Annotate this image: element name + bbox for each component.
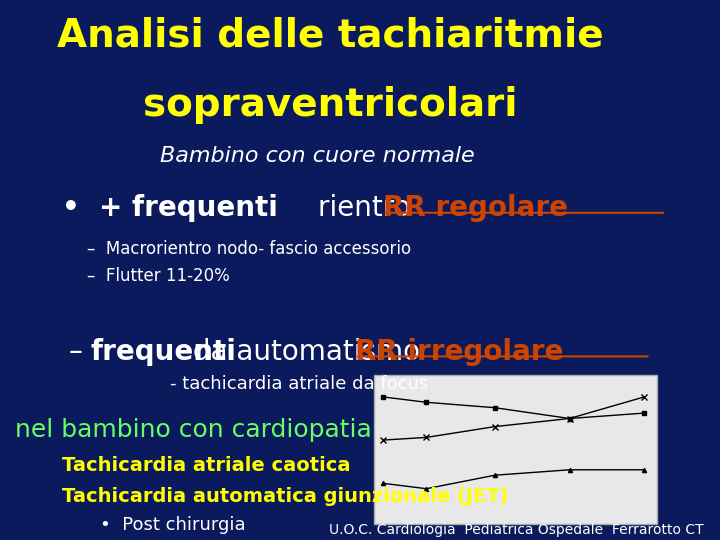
Text: rientro: rientro (318, 194, 419, 222)
Text: - tachicardia atriale da focus: - tachicardia atriale da focus (170, 375, 428, 393)
Text: •  + frequenti: • + frequenti (63, 194, 279, 222)
FancyBboxPatch shape (374, 375, 657, 524)
Text: sopraventricolari: sopraventricolari (143, 86, 517, 124)
Text: –  Flutter 11-20%: – Flutter 11-20% (87, 267, 230, 285)
Text: frequenti: frequenti (91, 338, 236, 366)
Text: U.O.C. Cardiologia  Pediatrica Ospedale  Ferrarotto CT: U.O.C. Cardiologia Pediatrica Ospedale F… (329, 523, 704, 537)
Text: –  Macrorientro nodo- fascio accessorio: – Macrorientro nodo- fascio accessorio (87, 240, 412, 258)
Text: Bambino con cuore normale: Bambino con cuore normale (160, 146, 475, 166)
Text: nel bambino con cardiopatia: nel bambino con cardiopatia (14, 418, 372, 442)
Text: da automatismo: da automatismo (184, 338, 438, 366)
Text: –: – (68, 338, 91, 366)
Text: •  Post chirurgia: • Post chirurgia (100, 516, 246, 534)
Text: Analisi delle tachiaritmie: Analisi delle tachiaritmie (57, 16, 603, 54)
Text: Tachicardia automatica giunzionale (JET): Tachicardia automatica giunzionale (JET) (63, 487, 509, 506)
Text: RR regolare: RR regolare (383, 194, 568, 222)
Text: Tachicardia atriale caotica: Tachicardia atriale caotica (63, 456, 351, 475)
Text: RR irregolare: RR irregolare (355, 338, 563, 366)
